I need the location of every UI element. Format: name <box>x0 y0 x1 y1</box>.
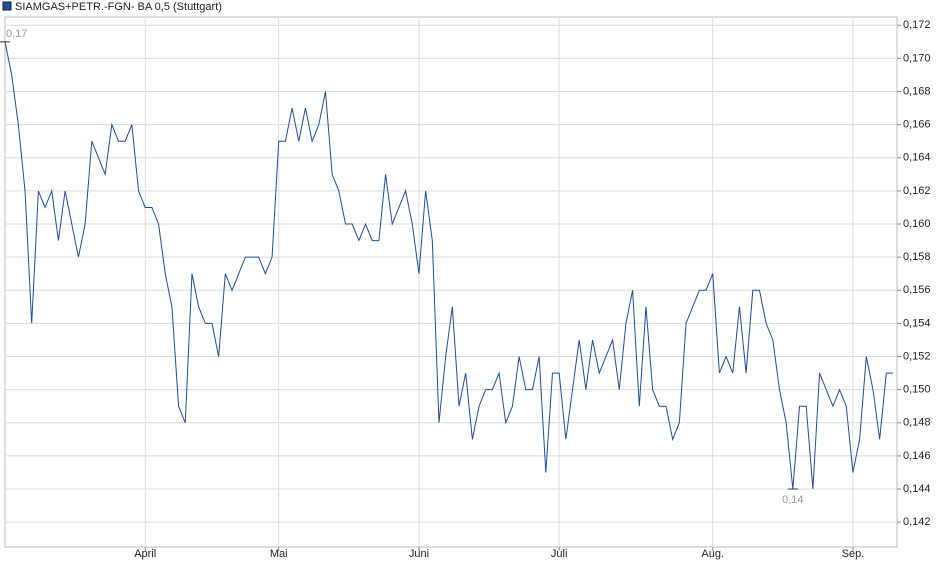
y-tick-label: 0,144 <box>903 483 931 495</box>
value-label: 0,14 <box>782 494 803 506</box>
y-tick-label: 0,158 <box>903 251 931 263</box>
y-tick-label: 0,162 <box>903 185 931 197</box>
price-line <box>4 41 893 490</box>
y-tick-label: 0,142 <box>903 516 931 528</box>
y-tick-label: 0,156 <box>903 284 931 296</box>
x-tick-label: Juli <box>551 548 568 560</box>
x-tick-label: Sep. <box>842 548 865 560</box>
y-tick-label: 0,146 <box>903 450 931 462</box>
x-tick-label: Aug. <box>701 548 724 560</box>
y-tick-label: 0,166 <box>903 119 931 131</box>
plot-area <box>4 16 898 548</box>
y-tick-label: 0,160 <box>903 218 931 230</box>
x-tick-label: Juni <box>409 548 429 560</box>
y-tick-label: 0,148 <box>903 417 931 429</box>
y-tick-label: 0,164 <box>903 152 931 164</box>
y-tick-label: 0,154 <box>903 317 931 329</box>
legend-swatch <box>2 1 12 11</box>
y-tick-label: 0,152 <box>903 350 931 362</box>
value-label: 0,17 <box>6 28 27 40</box>
y-tick-label: 0,170 <box>903 52 931 64</box>
y-tick-label: 0,150 <box>903 384 931 396</box>
y-tick-label: 0,172 <box>903 19 931 31</box>
y-tick-label: 0,168 <box>903 85 931 97</box>
x-tick-label: Mai <box>270 548 288 560</box>
x-tick-label: April <box>134 548 156 560</box>
legend-label: SIAMGAS+PETR.-FGN- BA 0,5 (Stuttgart) <box>15 1 222 13</box>
